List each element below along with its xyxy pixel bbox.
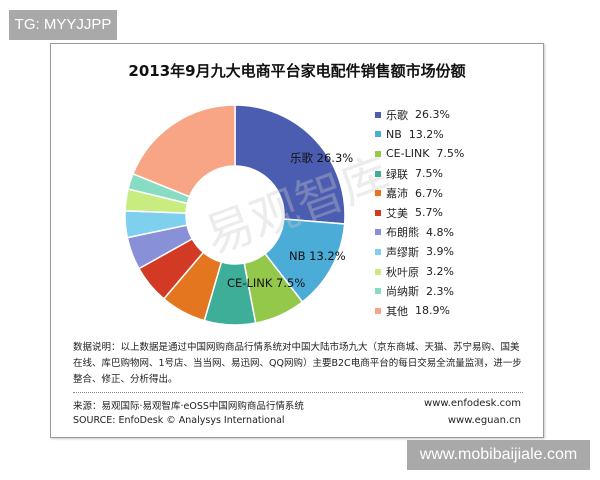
legend-value: 6.7% (415, 186, 443, 200)
legend-swatch (375, 190, 381, 197)
legend-value: 3.2% (426, 265, 454, 279)
divider (73, 392, 523, 393)
legend-swatch (375, 248, 381, 255)
legend-name: 布朗熊 (386, 226, 419, 240)
legend-item: 布朗熊 4.8% (375, 223, 464, 243)
legend-swatch (375, 111, 381, 118)
url-enfodesk: www.enfodesk.com (424, 398, 521, 409)
legend-swatch (375, 307, 381, 314)
legend-swatch (375, 229, 381, 236)
legend-name: 乐歌 (386, 108, 408, 122)
legend-name: 绿联 (386, 167, 408, 181)
legend-value: 2.3% (426, 284, 454, 298)
legend-name: 艾美 (386, 206, 408, 220)
legend-name: NB (386, 127, 402, 141)
source-en: SOURCE: EnfoDesk © Analysys Internationa… (73, 415, 285, 426)
legend-name: 其他 (386, 304, 408, 318)
legend-value: 7.5% (415, 167, 443, 181)
legend-name: CE-LINK (386, 147, 430, 161)
legend: 乐歌 26.3% NB 13.2% CE-LINK 7.5% 绿联 7.5% 嘉沛 6.7% 艾美 5… (375, 105, 464, 321)
site-watermark: www.mobibaijiale.com (407, 440, 590, 470)
legend-swatch (375, 288, 381, 295)
legend-item: NB 13.2% (375, 125, 464, 145)
chart-card: 2013年9月九大电商平台家电配件销售额市场份额 易观智库 乐歌 26.3% NB … (50, 43, 544, 438)
legend-item: 绿联 7.5% (375, 164, 464, 184)
legend-value: 26.3% (415, 108, 450, 122)
legend-value: 3.9% (426, 245, 454, 259)
tg-label: TG: MYYJJPP (9, 10, 117, 40)
legend-value: 13.2% (408, 127, 444, 141)
legend-value: 18.9% (415, 304, 450, 318)
legend-item: CE-LINK 7.5% (375, 144, 464, 164)
slice-11 (132, 104, 236, 198)
slice-1 (234, 104, 346, 225)
legend-name: 声缪斯 (386, 245, 419, 259)
chart-title: 2013年9月九大电商平台家电配件销售额市场份额 (128, 62, 466, 80)
source-cn: 来源：易观国际·易观智库·eOSS中国网购商品行情系统 (73, 401, 304, 412)
legend-name: 嘉沛 (386, 187, 408, 201)
slice-label: 乐歌 26.3% (290, 151, 353, 165)
legend-swatch (375, 170, 381, 177)
legend-swatch (375, 209, 381, 216)
legend-name: 尚纳斯 (386, 285, 419, 299)
legend-item: 声缪斯 3.9% (375, 242, 464, 262)
legend-item: 嘉沛 6.7% (375, 183, 464, 203)
url-eguan: www.eguan.cn (447, 415, 521, 426)
legend-value: 5.7% (415, 206, 443, 220)
legend-item: 尚纳斯 2.3% (375, 281, 464, 301)
legend-item: 艾美 5.7% (375, 203, 464, 223)
data-note: 数据说明：以上数据是通过中国网购商品行情系统对中国大陆市场九大（京东商城、天猫、… (73, 342, 522, 385)
legend-swatch (375, 131, 381, 138)
legend-value: 4.8% (426, 225, 454, 239)
legend-value: 7.5% (436, 147, 465, 161)
legend-item: 秋叶原 3.2% (375, 262, 464, 282)
legend-swatch (375, 268, 381, 275)
legend-item: 乐歌 26.3% (375, 105, 464, 125)
legend-name: 秋叶原 (386, 265, 419, 279)
slice-label: CE-LINK 7.5% (227, 276, 305, 290)
legend-item: 其他 18.9% (375, 301, 464, 321)
slice-label: NB 13.2% (289, 249, 346, 263)
legend-swatch (375, 150, 381, 157)
